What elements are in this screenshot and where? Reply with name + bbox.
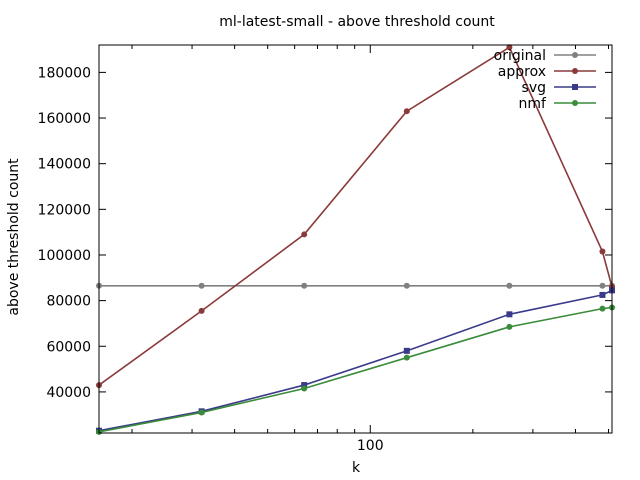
series-approx (96, 44, 615, 389)
data-point (506, 44, 513, 51)
y-tick-label: 160000 (38, 111, 91, 127)
legend-label: svg (522, 80, 546, 96)
data-point (198, 282, 205, 289)
y-tick-label: 80000 (46, 294, 91, 310)
x-axis-label: k (352, 460, 361, 476)
y-tick-label: 60000 (46, 339, 91, 355)
data-point (599, 248, 606, 255)
series-line (98, 306, 613, 433)
y-tick-label: 180000 (38, 65, 91, 81)
data-point (572, 84, 578, 90)
data-point (301, 382, 308, 389)
data-point (403, 354, 410, 361)
series-original (96, 282, 615, 289)
data-point (572, 52, 578, 58)
data-point (506, 323, 513, 330)
y-tick-label: 40000 (46, 385, 91, 401)
y-tick-label: 120000 (38, 202, 91, 218)
chart-title: ml-latest-small - above threshold count (219, 14, 495, 30)
data-point (506, 311, 513, 318)
plot-frame (98, 44, 613, 434)
data-point (599, 282, 606, 289)
data-point (599, 291, 606, 298)
y-tick-label: 140000 (38, 157, 91, 173)
data-point (301, 231, 308, 238)
data-point (198, 409, 205, 416)
data-point (599, 305, 606, 312)
data-point (572, 100, 578, 106)
data-point (198, 307, 205, 314)
y-tick-label: 100000 (38, 248, 91, 264)
data-point (403, 108, 410, 115)
data-point (572, 68, 578, 74)
data-point (403, 282, 410, 289)
data-point (403, 347, 410, 354)
data-point (506, 282, 513, 289)
series-nmf (96, 304, 615, 435)
data-point (301, 385, 308, 392)
legend-label: nmf (519, 96, 548, 112)
x-ticks: 100 (131, 45, 609, 454)
series-line (98, 289, 613, 432)
x-tick-label: 100 (357, 438, 384, 454)
legend-label: original (494, 48, 546, 64)
y-axis-label: above threshold count (6, 158, 22, 316)
data-point (301, 282, 308, 289)
legend-label: approx (498, 64, 546, 80)
y-ticks: 40000 60000 80000 100000 120000 140000 160000 1… (38, 65, 612, 401)
series-svg (96, 287, 615, 434)
